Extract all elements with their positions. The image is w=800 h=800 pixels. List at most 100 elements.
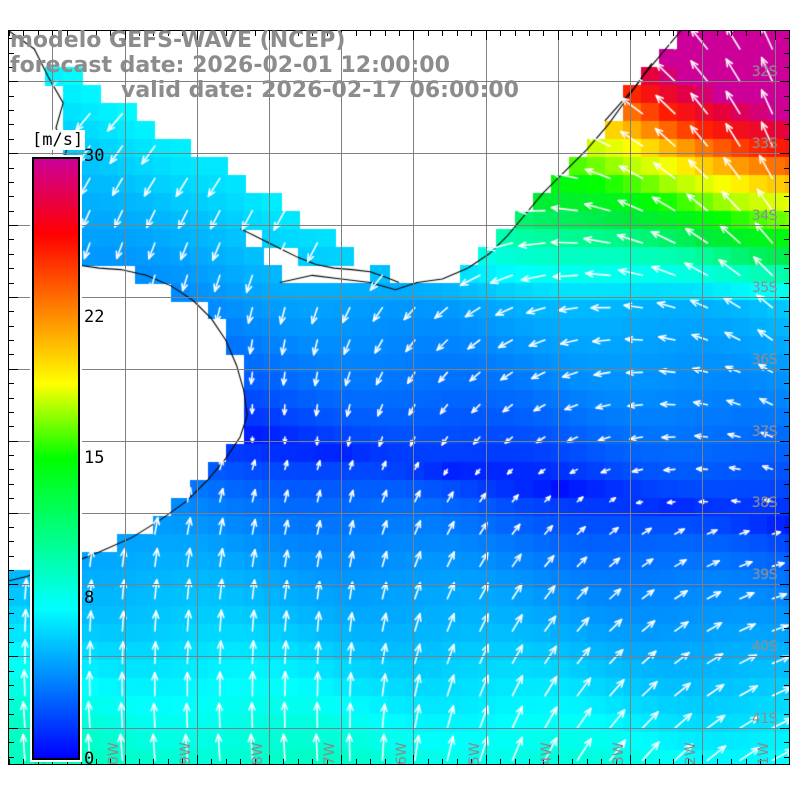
- tick-bottom: [514, 759, 516, 764]
- tick-top: [601, 31, 603, 36]
- tick-bottom: [731, 759, 733, 764]
- tick-top: [37, 31, 39, 36]
- tick-right: [784, 541, 789, 543]
- tick-top: [341, 31, 343, 40]
- tick-right: [780, 368, 789, 370]
- latitude-label-36S: 36S: [751, 351, 778, 368]
- gridline-lat-34S: [9, 225, 789, 226]
- tick-right: [784, 239, 789, 241]
- tick-top: [225, 31, 227, 36]
- tick-left: [9, 411, 14, 413]
- colorbar-gradient: [34, 159, 78, 758]
- tick-right: [784, 95, 789, 97]
- tick-right: [784, 282, 789, 284]
- longitude-label-55W: 55W: [466, 742, 483, 765]
- tick-top: [81, 31, 83, 36]
- tick-left: [9, 584, 18, 586]
- tick-left: [9, 699, 14, 701]
- tick-top: [240, 31, 242, 36]
- tick-bottom: [124, 755, 126, 764]
- tick-left: [9, 110, 14, 111]
- latitude-label-39S: 39S: [751, 567, 778, 584]
- tick-bottom: [297, 759, 299, 764]
- gridline-lat-33S: [9, 153, 789, 155]
- tick-bottom: [384, 759, 386, 764]
- tick-left: [9, 138, 14, 140]
- gridline-lon-51W: [774, 31, 776, 764]
- tick-right: [784, 311, 789, 313]
- tick-right: [784, 526, 789, 528]
- tick-right: [780, 656, 789, 658]
- tick-top: [52, 31, 54, 40]
- tick-left: [9, 311, 14, 313]
- tick-bottom: [153, 759, 155, 764]
- tick-top: [370, 31, 372, 36]
- tick-left: [9, 498, 14, 500]
- tick-right: [784, 38, 789, 40]
- tick-bottom: [500, 759, 502, 764]
- tick-bottom: [557, 755, 559, 764]
- tick-right: [784, 713, 789, 715]
- tick-right: [784, 411, 789, 413]
- latitude-label-32S: 32S: [751, 64, 778, 81]
- tick-top: [687, 31, 689, 36]
- tick-left: [9, 742, 14, 744]
- tick-top: [427, 31, 429, 36]
- tick-right: [784, 627, 789, 629]
- tick-top: [716, 31, 718, 36]
- tick-left: [9, 469, 14, 471]
- tick-bottom: [442, 759, 444, 764]
- tick-right: [784, 110, 789, 111]
- tick-left: [9, 570, 14, 571]
- latitude-label-35S: 35S: [751, 279, 778, 296]
- tick-bottom: [37, 759, 39, 764]
- tick-left: [9, 225, 18, 226]
- tick-bottom: [601, 759, 603, 764]
- tick-right: [784, 383, 789, 385]
- tick-bottom: [254, 759, 256, 764]
- tick-right: [780, 584, 789, 586]
- gridline-lat-32S: [9, 81, 789, 83]
- tick-right: [784, 397, 789, 399]
- tick-right: [780, 81, 789, 83]
- tick-top: [485, 31, 487, 40]
- gridline-lat-37S: [9, 440, 789, 442]
- tick-top: [615, 31, 617, 36]
- tick-bottom: [586, 759, 588, 764]
- tick-bottom: [543, 759, 545, 764]
- tick-left: [9, 354, 14, 356]
- tick-left: [9, 555, 14, 557]
- tick-bottom: [687, 759, 689, 764]
- tick-top: [312, 31, 314, 36]
- latitude-label-33S: 33S: [751, 136, 778, 153]
- tick-bottom: [326, 759, 328, 764]
- tick-top: [153, 31, 155, 36]
- tick-left: [9, 239, 14, 241]
- tick-top: [586, 31, 588, 36]
- tick-top: [673, 31, 675, 36]
- tick-right: [784, 253, 789, 255]
- tick-top: [731, 31, 733, 36]
- wind-speed-field-canvas: [9, 31, 789, 764]
- gridline-lon-53W: [630, 31, 632, 764]
- tick-top: [456, 31, 458, 36]
- longitude-label-56W: 56W: [394, 742, 411, 765]
- tick-left: [9, 282, 14, 284]
- tick-right: [784, 210, 789, 212]
- tick-right: [784, 598, 789, 600]
- tick-right: [784, 483, 789, 485]
- tick-top: [196, 31, 198, 40]
- tick-right: [784, 181, 789, 183]
- tick-bottom: [427, 759, 429, 764]
- tick-left: [9, 253, 14, 255]
- tick-left: [9, 728, 18, 730]
- tick-top: [557, 31, 559, 40]
- tick-right: [780, 440, 789, 442]
- tick-right: [784, 138, 789, 140]
- tick-top: [211, 31, 213, 36]
- tick-top: [326, 31, 328, 36]
- colorbar-tick-30: 30: [84, 146, 105, 166]
- tick-right: [780, 225, 789, 226]
- tick-top: [543, 31, 545, 36]
